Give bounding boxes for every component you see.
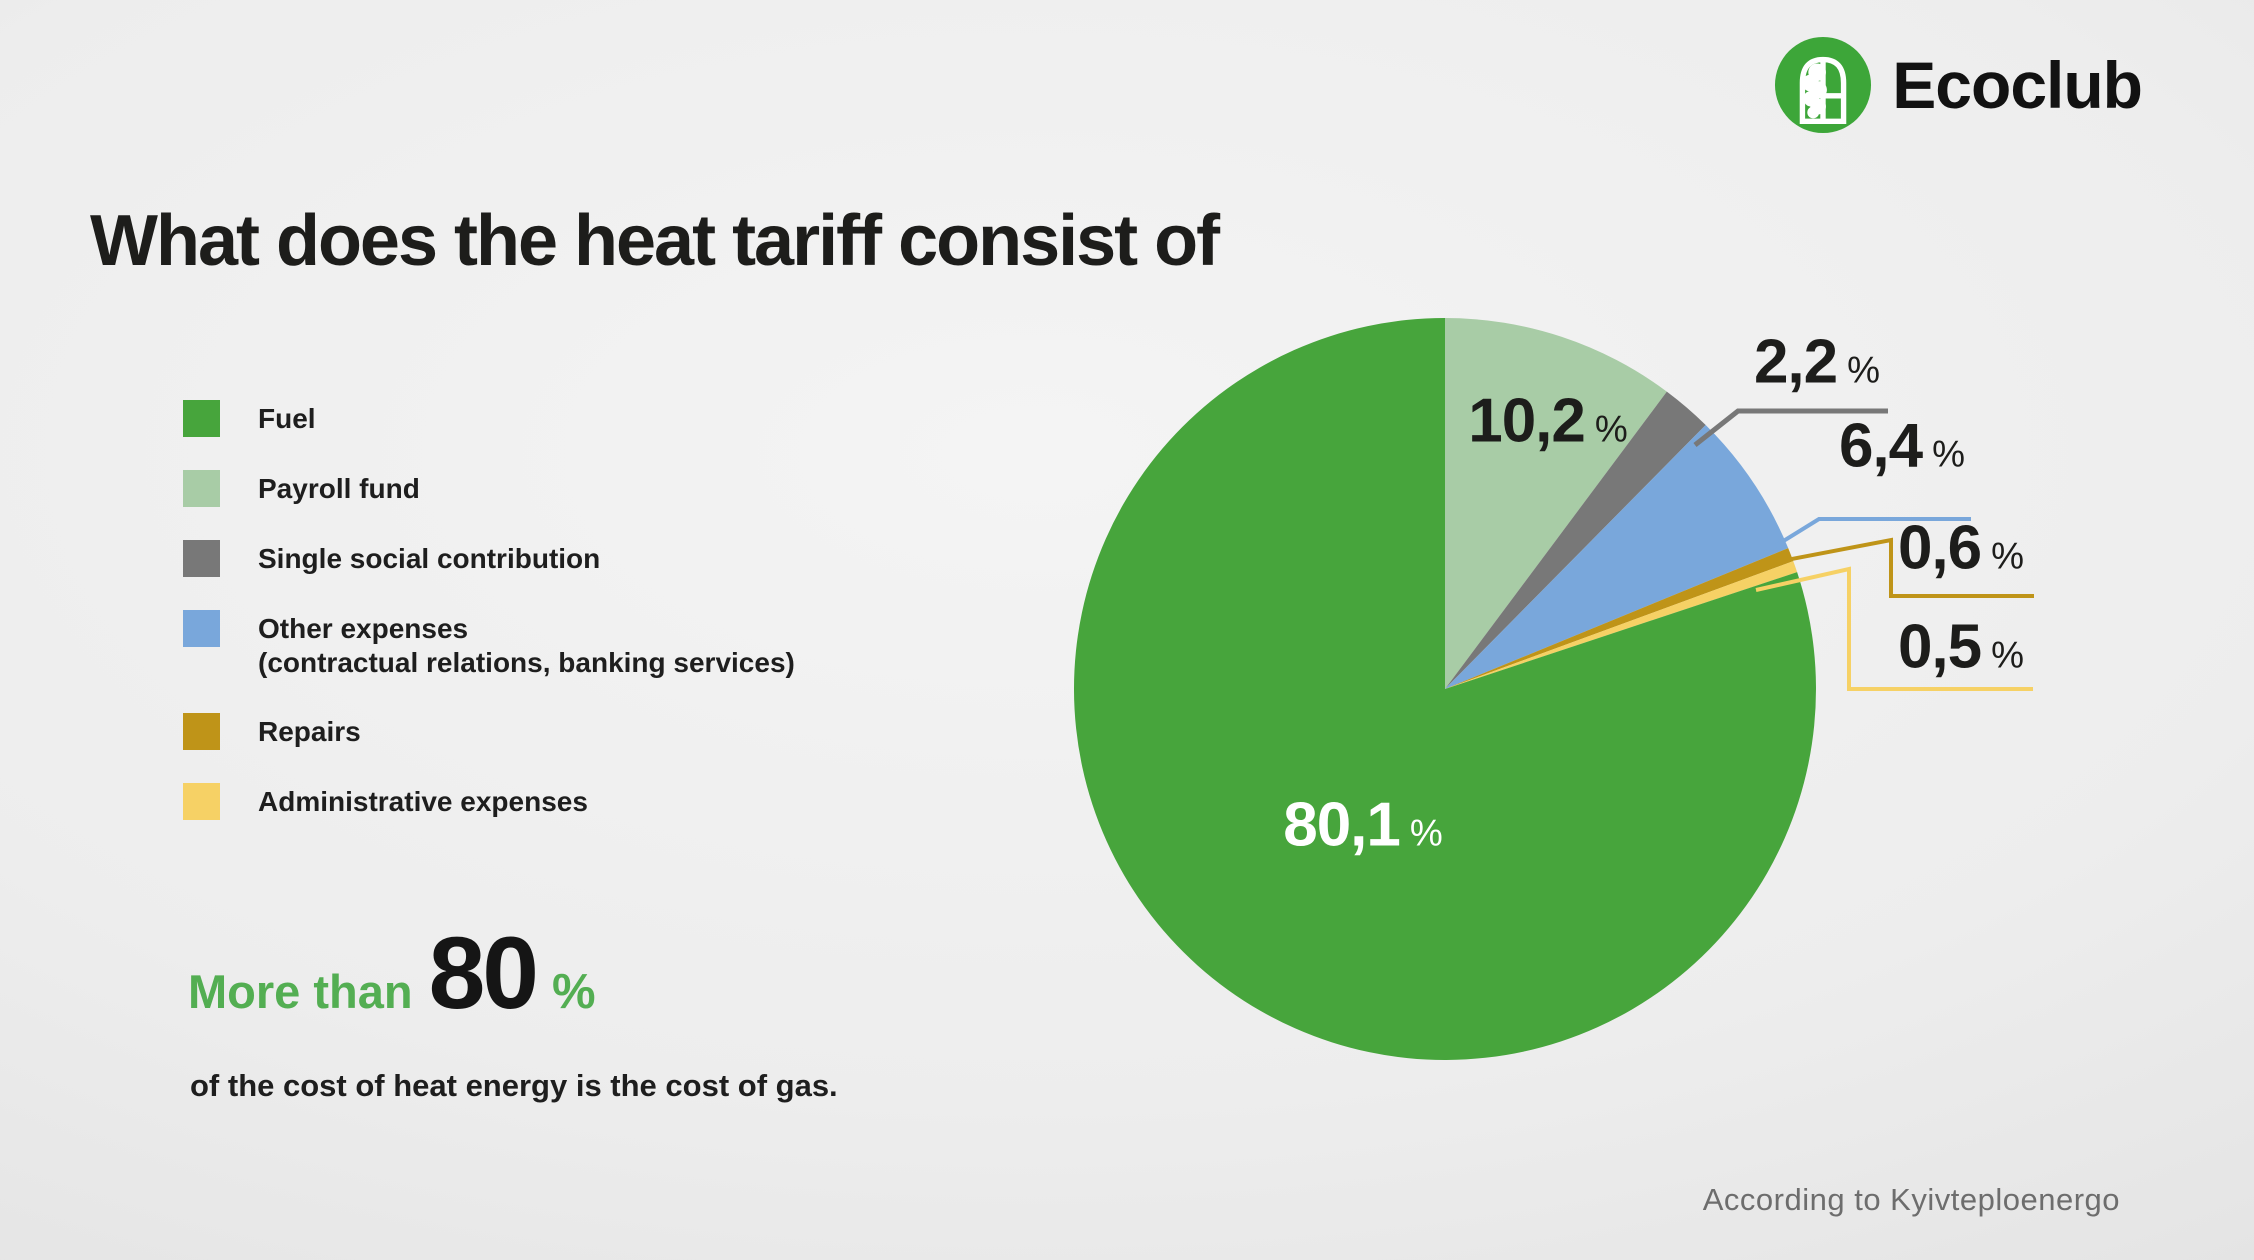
ecoclub-window-tree-icon xyxy=(1775,36,1872,134)
pie-label-fuel: 80,1 % xyxy=(1283,790,1443,861)
legend-item-single-social-contribution: Single social contribution xyxy=(183,540,795,577)
legend-item-administrative-expenses: Administrative expenses xyxy=(183,783,795,820)
pie-label-payroll-fund: 10,2 % xyxy=(1468,386,1628,457)
page-title: What does the heat tariff consist of xyxy=(90,201,1220,282)
pie-label-fuel-unit: % xyxy=(1409,812,1443,854)
source-note: According to Kyivteploenergo xyxy=(1702,1182,2120,1217)
legend-label-fuel: Fuel xyxy=(258,403,316,434)
pie-label-single-social-contribution: 2,2 % xyxy=(1754,327,1880,398)
pie-label-administrative-expenses-value: 0,5 xyxy=(1897,612,1982,682)
pie-label-other-expenses-value: 6,4 xyxy=(1838,411,1923,481)
legend-label-administrative-expenses: Administrative expenses xyxy=(258,786,588,817)
legend-swatch-administrative-expenses xyxy=(183,783,220,820)
pie-label-payroll-fund-unit: % xyxy=(1594,408,1628,450)
legend-label-payroll-fund: Payroll fund xyxy=(258,473,420,504)
legend-item-other-expenses: Other expenses (contractual relations, b… xyxy=(183,610,795,680)
pie-slice-administrative-expenses xyxy=(1445,561,1798,689)
callout-line-administrative-expenses xyxy=(1755,566,2033,691)
legend-swatch-payroll-fund xyxy=(183,470,220,507)
legend-item-repairs: Repairs xyxy=(183,713,795,750)
callout-line-single-social-contribution xyxy=(1693,408,1888,447)
pie-slice-payroll-fund xyxy=(1445,318,1667,689)
ecoclub-logo: Ecoclub xyxy=(1774,36,2143,134)
pie-label-repairs-unit: % xyxy=(1991,535,2025,577)
highlight-stat: More than 80 % xyxy=(188,915,596,1032)
pie-label-repairs-value: 0,6 xyxy=(1897,513,1982,583)
legend-label-other-expenses-line1: Other expenses xyxy=(258,613,469,644)
pie-label-administrative-expenses: 0,5 % xyxy=(1898,612,2024,683)
highlight-prefix: More than xyxy=(188,965,413,1018)
pie-chart: 10,2 % 2,2 % 6,4 % 0,6 % 0,5 % 80,1 % xyxy=(1020,270,2180,1130)
callout-line-repairs xyxy=(1775,537,2034,598)
legend-label-single-social-contribution: Single social contribution xyxy=(258,543,601,574)
pie-slice-repairs xyxy=(1445,548,1794,689)
legend-item-payroll-fund: Payroll fund xyxy=(183,470,795,507)
pie-slice-other-expenses-contractual-relations-banking-services xyxy=(1445,425,1789,689)
legend-label-repairs: Repairs xyxy=(258,716,361,747)
pie-label-other-expenses-unit: % xyxy=(1932,433,1966,475)
callout-line-other-expenses-contractual-relations-banking-services xyxy=(1762,517,1971,555)
highlight-description: of the cost of heat energy is the cost o… xyxy=(190,1068,838,1103)
pie-slice-fuel xyxy=(1073,318,1816,1060)
logo-text: Ecoclub xyxy=(1892,48,2143,122)
highlight-value: 80 xyxy=(428,916,539,1030)
pie-label-single-social-contribution-value: 2,2 xyxy=(1753,327,1838,397)
pie-slice-single-social-contribution xyxy=(1445,391,1706,689)
legend-swatch-repairs xyxy=(183,713,220,750)
pie-label-other-expenses: 6,4 % xyxy=(1839,411,1965,482)
legend-swatch-single-social-contribution xyxy=(183,540,220,577)
pie-label-administrative-expenses-unit: % xyxy=(1991,634,2025,676)
legend-label-other-expenses-line2: (contractual relations, banking services… xyxy=(258,647,795,678)
legend-item-fuel: Fuel xyxy=(183,400,795,437)
pie-label-fuel-value: 80,1 xyxy=(1283,790,1401,860)
highlight-unit: % xyxy=(552,965,596,1019)
legend-label-other-expenses: Other expenses (contractual relations, b… xyxy=(258,610,795,680)
chart-legend: Fuel Payroll fund Single social contribu… xyxy=(183,400,795,820)
pie-label-payroll-fund-value: 10,2 xyxy=(1468,386,1586,456)
pie-label-single-social-contribution-unit: % xyxy=(1847,349,1881,391)
pie-svg xyxy=(1073,318,2034,1060)
legend-swatch-fuel xyxy=(183,400,220,437)
pie-label-repairs: 0,6 % xyxy=(1898,513,2024,584)
legend-swatch-other-expenses xyxy=(183,610,220,647)
